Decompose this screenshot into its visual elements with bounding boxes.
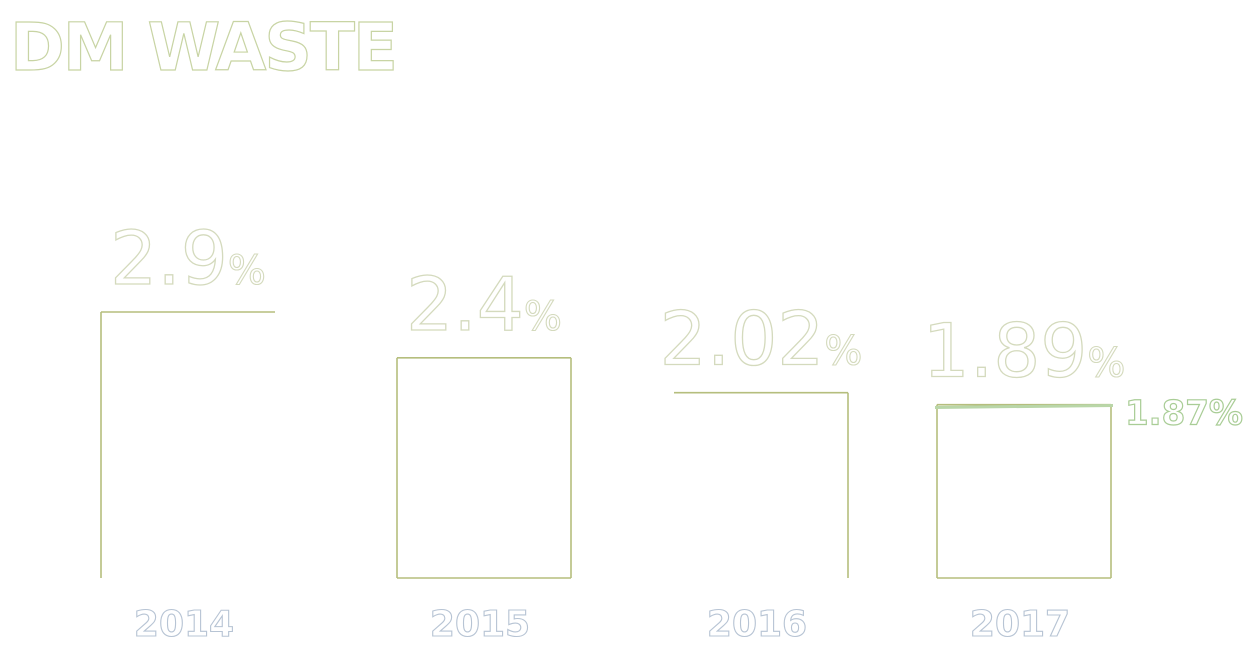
bar-fill-2016 (674, 392, 848, 578)
value-label-2016: 2.02% (660, 297, 863, 383)
bar-fill-2014 (101, 312, 275, 578)
bar-2017 (936, 403, 1112, 579)
bar-2014 (100, 311, 275, 578)
year-label-2017: 2017 (970, 604, 1070, 645)
value-unit-2015: % (524, 294, 562, 340)
value-label-2014: 2.9% (110, 216, 266, 302)
value-label-2015: 2.4% (406, 262, 562, 348)
bar-fill-2017 (937, 404, 1111, 578)
value-unit-2016: % (824, 329, 862, 375)
year-label-2015: 2015 (430, 604, 530, 645)
target-label: 1.87% (1125, 393, 1243, 433)
target-line (934, 403, 1114, 409)
value-unit-2014: % (228, 248, 266, 294)
value-label-2017: 1.89% (923, 309, 1126, 395)
bars-layer (100, 311, 1112, 579)
bar-2015 (396, 357, 572, 579)
value-number-2017: 1.89 (923, 309, 1088, 395)
bar-2016 (674, 391, 849, 578)
year-label-2014: 2014 (134, 604, 234, 645)
year-label-2016: 2016 (707, 604, 807, 645)
value-unit-2017: % (1087, 341, 1125, 387)
labels-layer: 2.9% 2014 2.4% 2015 2.02% 2016 1.89% 2017 (109, 215, 1126, 645)
chart-title: DM WASTE (10, 9, 396, 86)
value-number-2016: 2.02 (660, 297, 825, 383)
value-number-2014: 2.9 (110, 216, 228, 302)
bar-fill-2015 (397, 357, 571, 578)
value-number-2015: 2.4 (406, 262, 524, 348)
target-layer: 1.87% (934, 393, 1244, 434)
